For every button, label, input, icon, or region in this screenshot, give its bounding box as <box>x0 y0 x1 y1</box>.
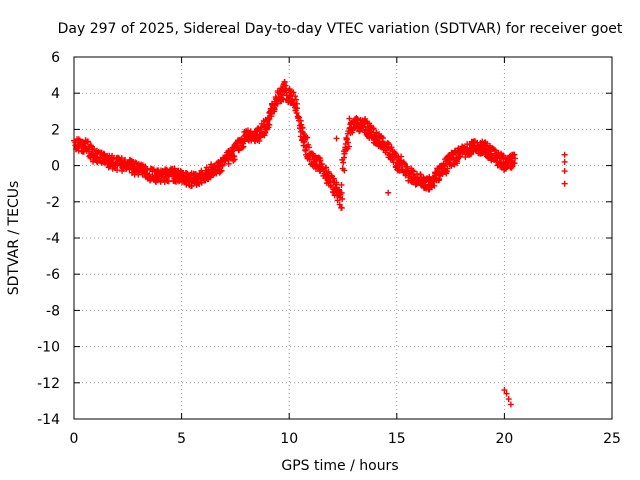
data-point <box>293 96 300 103</box>
data-point <box>343 136 350 143</box>
data-point <box>398 153 405 160</box>
data-point <box>354 115 361 122</box>
data-point <box>88 143 95 150</box>
data-point <box>561 158 568 165</box>
data-point <box>345 139 352 146</box>
x-tick-label: 10 <box>280 431 298 447</box>
data-point <box>266 121 273 128</box>
data-point <box>431 182 438 189</box>
data-point <box>168 166 175 173</box>
data-point <box>294 105 301 112</box>
data-point <box>379 135 386 142</box>
y-tick-label: -8 <box>46 303 60 319</box>
y-tick-label: -10 <box>37 340 60 356</box>
data-point <box>401 160 408 167</box>
y-tick-label: 6 <box>51 50 60 66</box>
data-point <box>444 165 451 172</box>
y-tick-label: -2 <box>46 195 60 211</box>
data-point <box>333 135 340 142</box>
data-point <box>561 168 568 175</box>
data-point <box>271 104 278 111</box>
chart-title: Day 297 of 2025, Sidereal Day-to-day VTE… <box>58 21 623 37</box>
data-point <box>346 115 353 122</box>
data-point <box>188 182 195 189</box>
y-tick-label: -4 <box>46 231 60 247</box>
data-point <box>561 180 568 187</box>
x-tick-label: 15 <box>388 431 406 447</box>
data-point <box>109 152 116 159</box>
data-point <box>456 154 463 161</box>
data-point <box>509 163 516 170</box>
data-point <box>404 163 411 170</box>
grid <box>74 57 612 419</box>
y-tick-label: 0 <box>51 159 60 175</box>
data-point <box>511 160 518 167</box>
data-point <box>338 181 345 188</box>
data-point <box>114 167 121 174</box>
data-point <box>345 143 352 150</box>
data-point <box>233 142 240 149</box>
data-point <box>339 195 346 202</box>
data-point <box>501 387 508 394</box>
data-points <box>71 78 568 408</box>
data-point <box>507 401 514 408</box>
data-point <box>505 396 512 403</box>
data-point <box>317 157 324 164</box>
x-tick-label: 20 <box>495 431 513 447</box>
data-point <box>289 97 296 104</box>
data-point <box>301 130 308 137</box>
data-point <box>282 82 289 89</box>
y-tick-label: -6 <box>46 267 60 283</box>
data-point <box>341 167 348 174</box>
x-tick-label: 0 <box>70 431 79 447</box>
y-tick-label: 4 <box>51 86 60 102</box>
data-point <box>144 166 151 173</box>
data-point <box>410 168 417 175</box>
y-tick-label: 2 <box>51 122 60 138</box>
data-point <box>142 163 149 170</box>
data-point <box>225 160 232 167</box>
data-point <box>299 124 306 131</box>
data-point <box>454 158 461 165</box>
x-tick-label: 25 <box>603 431 621 447</box>
data-point <box>338 189 345 196</box>
data-point <box>426 184 433 191</box>
x-tick-label: 5 <box>177 431 186 447</box>
data-point <box>274 100 281 107</box>
data-point <box>462 154 469 161</box>
data-point <box>231 153 238 160</box>
y-tick-label: -14 <box>37 412 60 428</box>
data-point <box>305 144 312 151</box>
data-point <box>503 390 510 397</box>
data-point <box>318 160 325 167</box>
data-point <box>336 201 343 208</box>
data-point <box>353 115 360 122</box>
axis-ticks: 0 5 10 15 20 25 -14 -12 -10 -8 -6 -4 -2 0 2 4 6 <box>37 50 621 447</box>
data-point <box>327 182 334 189</box>
data-point <box>118 155 125 162</box>
data-point <box>326 178 333 185</box>
data-point <box>433 170 440 177</box>
x-axis-label: GPS time / hours <box>281 458 398 474</box>
data-point <box>385 189 392 196</box>
y-tick-label: -12 <box>37 376 60 392</box>
data-point <box>292 93 299 100</box>
data-point <box>338 204 345 211</box>
y-axis-label: SDTVAR / TECUs <box>6 181 22 296</box>
data-point <box>290 89 297 96</box>
data-point <box>304 134 311 141</box>
data-point <box>340 159 347 166</box>
data-point <box>409 167 416 174</box>
data-point <box>218 167 225 174</box>
data-point <box>325 168 332 175</box>
data-point <box>561 151 568 158</box>
data-point <box>370 126 377 133</box>
data-point <box>262 129 269 136</box>
data-point <box>388 144 395 151</box>
data-point <box>323 164 330 171</box>
data-point <box>435 175 442 182</box>
data-point <box>84 139 91 146</box>
